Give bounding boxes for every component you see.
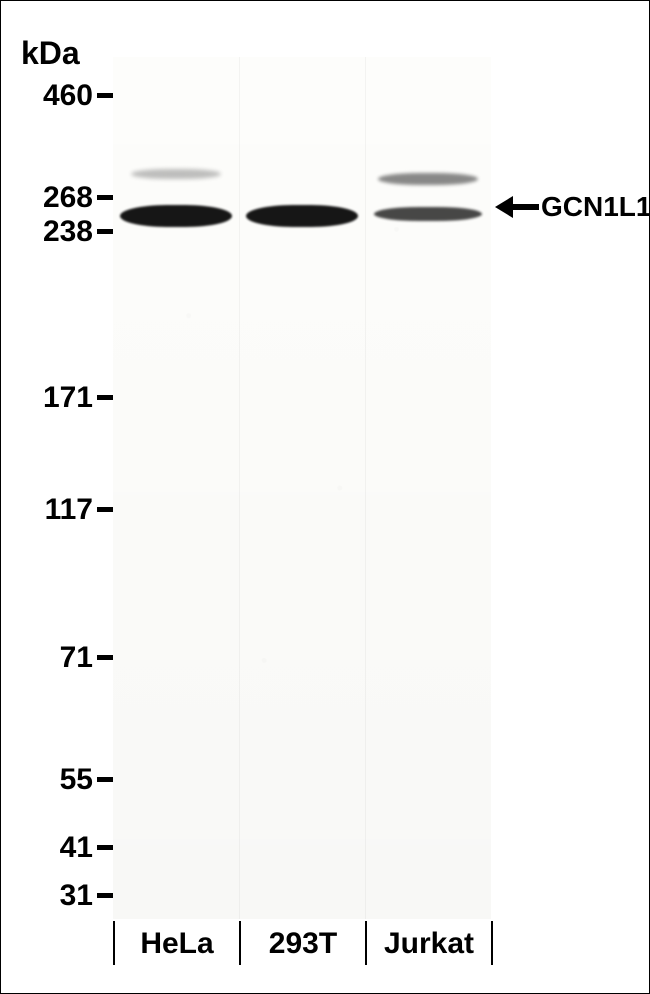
mw-label-31: 31 bbox=[60, 879, 93, 913]
mw-tick bbox=[97, 195, 113, 200]
mw-label-268: 268 bbox=[43, 181, 93, 215]
mw-label-71: 71 bbox=[60, 641, 93, 675]
mw-tick bbox=[97, 777, 113, 782]
mw-label-460: 460 bbox=[43, 79, 93, 113]
mw-label-117: 117 bbox=[45, 493, 93, 527]
lane-label-separator bbox=[491, 921, 493, 965]
western-blot-membrane bbox=[113, 57, 491, 919]
mw-label-171: 171 bbox=[43, 381, 93, 415]
lane-separator bbox=[239, 57, 240, 919]
band-hela-gcn1l1 bbox=[120, 205, 232, 227]
mw-tick bbox=[97, 655, 113, 660]
band-jurkat-upper bbox=[378, 173, 478, 185]
mw-tick bbox=[97, 845, 113, 850]
lane-separator bbox=[365, 57, 366, 919]
arrow-head-icon bbox=[495, 196, 513, 218]
mw-tick bbox=[97, 893, 113, 898]
lane-label-293t: 293T bbox=[241, 927, 365, 961]
lane-label-hela: HeLa bbox=[115, 927, 239, 961]
band-hela-upper-faint bbox=[131, 169, 221, 179]
axis-unit-label: kDa bbox=[21, 35, 80, 72]
mw-tick bbox=[97, 93, 113, 98]
mw-tick bbox=[97, 507, 113, 512]
mw-label-41: 41 bbox=[60, 831, 93, 865]
arrow-shaft bbox=[513, 204, 539, 210]
band-jurkat-gcn1l1 bbox=[374, 207, 482, 221]
band-293t-gcn1l1 bbox=[246, 205, 358, 227]
figure-frame: kDa 460 268 238 171 117 71 55 41 31 bbox=[0, 0, 650, 994]
protein-name-label: GCN1L1 bbox=[541, 191, 650, 223]
mw-label-55: 55 bbox=[60, 763, 93, 797]
mw-tick bbox=[97, 229, 113, 234]
membrane-texture bbox=[113, 57, 491, 919]
lane-label-jurkat: Jurkat bbox=[367, 927, 491, 961]
mw-tick bbox=[97, 395, 113, 400]
protein-band-arrow bbox=[495, 196, 539, 218]
mw-label-238: 238 bbox=[43, 215, 93, 249]
